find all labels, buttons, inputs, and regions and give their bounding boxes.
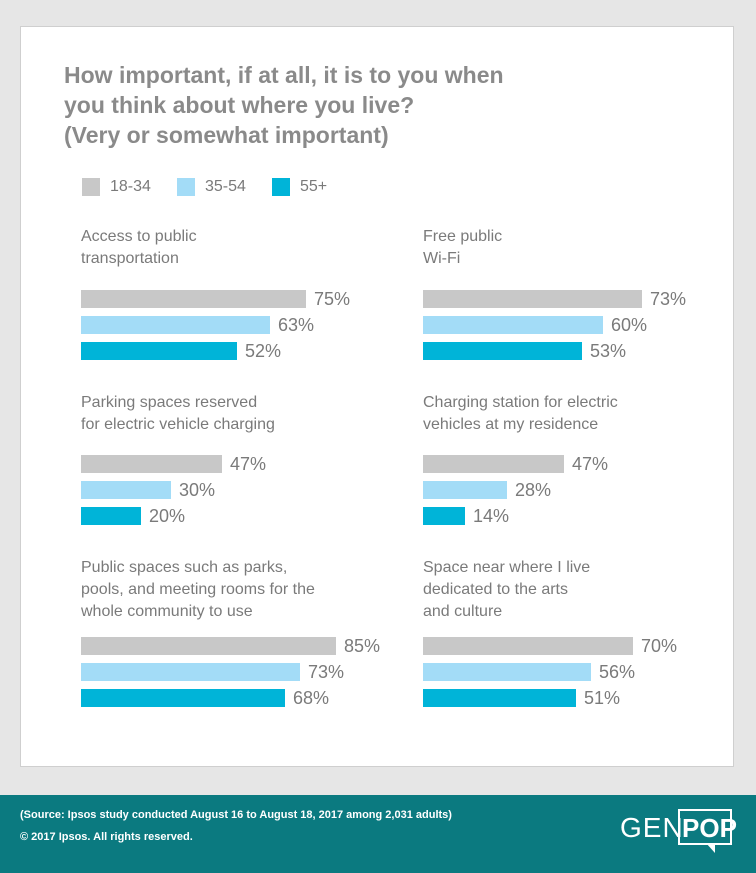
legend-label: 55+ [300, 178, 328, 195]
panel-title-line: Access to public [81, 228, 197, 245]
chart-panel: Free public Wi-Fi 73% 60% 53% [423, 226, 723, 361]
bar [81, 689, 285, 707]
bar-value-label: 85% [344, 636, 381, 656]
bar [81, 342, 237, 360]
chart-panel: Charging station for electric vehicles at… [423, 392, 723, 526]
bar [81, 637, 336, 655]
bar [423, 481, 507, 499]
bar-value-label: 52% [245, 341, 282, 361]
chart-panel: Access to public transportation 75% 63% 52% [81, 226, 381, 361]
bar-value-label: 70% [641, 636, 678, 656]
chart-title-line: (Very or somewhat important) [64, 122, 389, 148]
bar-value-label: 30% [179, 480, 216, 500]
panel-title: Parking spaces reserved for electric vehi… [81, 392, 381, 436]
bar-value-label: 28% [515, 480, 552, 500]
chart-title-line: you think about where you live? [64, 92, 415, 118]
bar-value-label: 51% [584, 688, 621, 708]
panel-title: Access to public transportation [81, 226, 381, 270]
logo-bubble-tail-icon [706, 843, 715, 853]
chart-title-line: How important, if at all, it is to you w… [64, 62, 504, 88]
bar [423, 342, 582, 360]
chart-panel: Parking spaces reserved for electric vehi… [81, 392, 381, 526]
bar-value-label: 75% [314, 289, 351, 309]
bar-value-label: 56% [599, 662, 636, 682]
panel-title-line: Space near where I live [423, 559, 591, 576]
panel-title-line: whole community to use [81, 603, 253, 620]
bar-value-label: 68% [293, 688, 330, 708]
source-note: (Source: Ipsos study conducted August 16… [20, 809, 452, 821]
panel-title-line: dedicated to the arts [423, 581, 568, 598]
copyright-note: © 2017 Ipsos. All rights reserved. [20, 831, 193, 843]
panel-title: Public spaces such as parks, pools, and m… [81, 557, 381, 623]
bar [81, 663, 300, 681]
legend-swatch [82, 178, 100, 196]
bar [423, 663, 591, 681]
panel-title-line: transportation [81, 250, 179, 267]
panel-title-line: pools, and meeting rooms for the [81, 581, 315, 598]
bar-value-label: 63% [278, 315, 315, 335]
panel-title-line: for electric vehicle charging [81, 416, 275, 433]
logo-gen-text: GEN [620, 812, 684, 843]
bar [81, 316, 270, 334]
panel-title-line: and culture [423, 603, 503, 620]
bar-value-label: 53% [590, 341, 627, 361]
legend-swatch [177, 178, 195, 196]
panel-title: Space near where I live dedicated to the … [423, 557, 723, 623]
bar-value-label: 73% [308, 662, 345, 682]
panel-title-line: Free public [423, 228, 503, 245]
bar-value-label: 14% [473, 506, 510, 526]
bar [81, 481, 171, 499]
legend-label: 18-34 [110, 178, 151, 195]
bar-value-label: 73% [650, 289, 687, 309]
logo-pop-text: POP [682, 813, 737, 843]
panel-title-line: Parking spaces reserved [81, 394, 258, 411]
bar [423, 316, 603, 334]
bar-value-label: 47% [572, 454, 609, 474]
bar-value-label: 60% [611, 315, 648, 335]
chart-panel: Space near where I live dedicated to the … [423, 557, 723, 708]
genpop-logo: GEN POP [620, 809, 740, 859]
chart-title: How important, if at all, it is to you w… [64, 60, 624, 150]
bar [423, 637, 633, 655]
bar [81, 507, 141, 525]
panel-title-line: Public spaces such as parks, [81, 559, 288, 576]
bar [423, 689, 576, 707]
panel-title-line: vehicles at my residence [423, 416, 599, 433]
bar [81, 290, 306, 308]
panel-title-line: Charging station for electric [423, 394, 618, 411]
panel-title-line: Wi-Fi [423, 250, 461, 267]
chart-panel: Public spaces such as parks, pools, and m… [81, 557, 381, 708]
logo-speech-bubble: POP [678, 809, 737, 845]
footer: (Source: Ipsos study conducted August 16… [0, 795, 756, 873]
panel-title: Free public Wi-Fi [423, 226, 723, 270]
bar [423, 507, 465, 525]
bar [423, 290, 642, 308]
legend-swatch [272, 178, 290, 196]
panel-title: Charging station for electric vehicles at… [423, 392, 723, 436]
bar [423, 455, 564, 473]
bar-value-label: 20% [149, 506, 186, 526]
bar [81, 455, 222, 473]
bar-value-label: 47% [230, 454, 267, 474]
legend-label: 35-54 [205, 178, 246, 195]
